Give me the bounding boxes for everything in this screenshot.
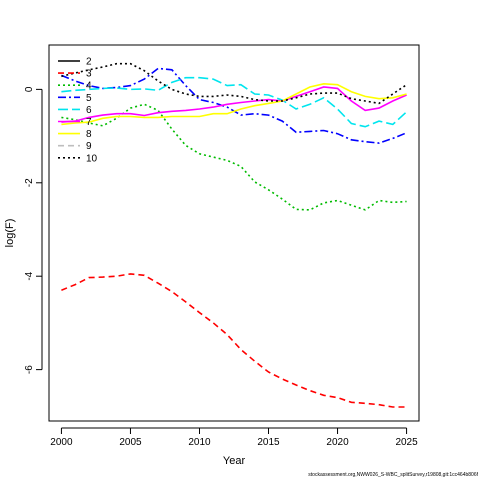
series-line-6 xyxy=(61,76,408,128)
legend-label-7: 7 xyxy=(86,117,92,128)
x-axis-title: Year xyxy=(223,455,246,467)
series-line-7 xyxy=(61,86,407,123)
series-line-10 xyxy=(61,62,408,105)
y-tick-label: -2 xyxy=(24,178,35,187)
x-tick-label: 2010 xyxy=(188,437,211,448)
legend-label-3: 3 xyxy=(86,69,92,80)
y-axis-title: log(F) xyxy=(4,219,16,248)
series-line-5 xyxy=(61,67,407,144)
x-tick-label: 2015 xyxy=(257,437,280,448)
legend-label-9: 9 xyxy=(86,141,92,152)
footer-credit: stockassessment.org,NWW026_S-WBC_splitSu… xyxy=(308,472,478,478)
series-line-3 xyxy=(61,273,407,408)
y-tick-label: -4 xyxy=(24,271,35,280)
series-line-8 xyxy=(61,82,407,126)
y-tick-label: -6 xyxy=(24,365,35,374)
series-line-4 xyxy=(61,103,407,211)
legend-label-2: 2 xyxy=(86,57,92,68)
x-tick-label: 2020 xyxy=(326,437,349,448)
x-tick-label: 2005 xyxy=(119,437,142,448)
y-tick-label: 0 xyxy=(24,86,35,92)
x-axis: 2000 2005 2010 2015 2020 2025 xyxy=(50,427,418,448)
plot-frame xyxy=(48,44,420,422)
legend-label-8: 8 xyxy=(86,129,92,140)
legend-label-5: 5 xyxy=(86,93,92,104)
x-tick-label: 2025 xyxy=(395,437,418,448)
legend-label-10: 10 xyxy=(86,153,98,164)
legend-label-4: 4 xyxy=(86,81,92,92)
legend-label-6: 6 xyxy=(86,105,92,116)
series-layer xyxy=(61,62,408,408)
y-axis: 0 -2 -4 -6 xyxy=(24,86,43,374)
x-tick-label: 2000 xyxy=(50,437,73,448)
